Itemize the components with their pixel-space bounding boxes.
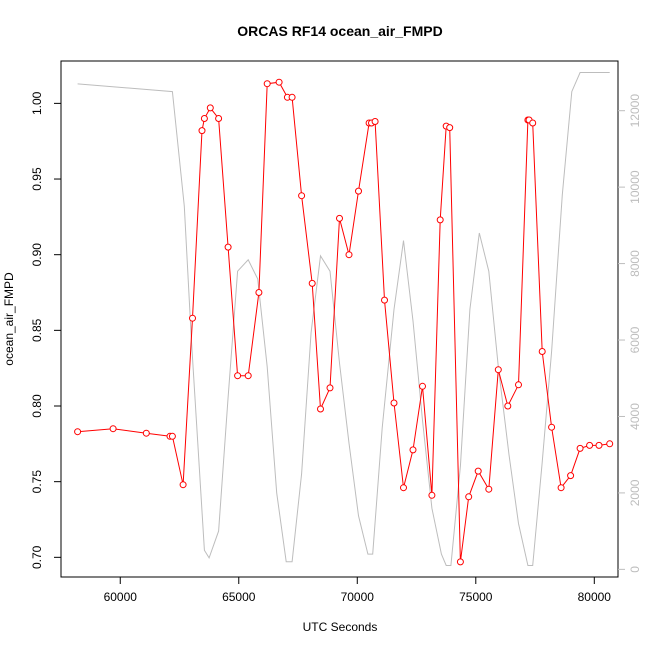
red-series-point bbox=[390, 399, 398, 407]
y-tick-label: 0.85 bbox=[30, 318, 44, 342]
y-tick-label: 0.95 bbox=[30, 167, 44, 191]
red-series-point bbox=[400, 484, 407, 492]
red-series-point bbox=[557, 484, 565, 492]
red-series-point bbox=[345, 251, 353, 259]
red-series-point bbox=[548, 423, 556, 431]
red-series-point bbox=[465, 493, 473, 501]
y2-tick-label: 8000 bbox=[628, 250, 642, 277]
gray-series-line bbox=[77, 72, 610, 566]
y-tick-label: 1.00 bbox=[30, 91, 44, 115]
red-series-point bbox=[371, 118, 379, 125]
y-axis: 0.70 0.75 0.80 0.85 0.90 0.95 1.00 bbox=[30, 91, 61, 569]
red-series-point bbox=[206, 104, 214, 112]
red-series-point bbox=[576, 444, 584, 452]
red-series-point bbox=[381, 296, 388, 304]
y-tick-label: 0.90 bbox=[30, 243, 44, 267]
x-tick-label: 70000 bbox=[341, 590, 375, 604]
red-series-point bbox=[288, 93, 296, 101]
red-series-point bbox=[234, 372, 242, 380]
x-axis-label: UTC Seconds bbox=[303, 620, 378, 634]
red-series-point bbox=[446, 124, 454, 132]
red-series-point bbox=[215, 115, 223, 122]
x-tick-label: 60000 bbox=[104, 590, 138, 604]
y2-axis: 0 2000 4000 6000 8000 10000 12000 bbox=[618, 94, 642, 573]
red-series-point bbox=[515, 381, 522, 389]
y2-tick-label: 6000 bbox=[628, 326, 642, 353]
red-series-point bbox=[179, 481, 187, 489]
plot-frame bbox=[60, 60, 619, 578]
x-tick-label: 65000 bbox=[222, 590, 256, 604]
red-series-point bbox=[255, 289, 263, 296]
red-series-point bbox=[317, 405, 324, 413]
red-series-point bbox=[485, 485, 493, 493]
red-series-point bbox=[168, 432, 176, 440]
x-tick-label: 80000 bbox=[578, 590, 612, 604]
red-series-point bbox=[419, 382, 426, 390]
chart-title: ORCAS RF14 ocean_air_FMPD bbox=[237, 23, 442, 39]
x-tick-label: 75000 bbox=[459, 590, 493, 604]
red-series-point bbox=[326, 384, 334, 392]
red-series-point bbox=[142, 429, 150, 437]
red-series-point bbox=[355, 187, 362, 195]
red-series-point bbox=[529, 119, 537, 127]
red-series-point bbox=[189, 314, 196, 322]
y-tick-label: 0.75 bbox=[30, 470, 44, 494]
red-series-point bbox=[606, 440, 614, 448]
red-series-point bbox=[436, 216, 444, 224]
red-series-point bbox=[74, 428, 82, 436]
y2-tick-label: 12000 bbox=[628, 94, 642, 128]
y2-tick-label: 4000 bbox=[628, 403, 642, 430]
red-series-point bbox=[474, 467, 482, 475]
red-series-point bbox=[409, 446, 417, 454]
red-series-point bbox=[595, 441, 603, 449]
red-series-point bbox=[538, 348, 546, 355]
red-series-point bbox=[586, 441, 594, 449]
red-series-point bbox=[109, 425, 117, 433]
y2-tick-label: 2000 bbox=[628, 479, 642, 506]
series-layer bbox=[74, 72, 614, 566]
x-axis: 60000 65000 70000 75000 80000 bbox=[104, 577, 612, 604]
red-series-point bbox=[244, 372, 252, 380]
red-series-point bbox=[494, 366, 502, 374]
red-series-point bbox=[275, 78, 283, 86]
red-series-point bbox=[428, 491, 436, 499]
red-series-point bbox=[567, 472, 575, 480]
y-tick-label: 0.80 bbox=[30, 394, 44, 418]
red-series-point bbox=[224, 243, 232, 251]
red-series-point bbox=[198, 127, 206, 135]
y2-tick-label: 0 bbox=[628, 566, 642, 573]
red-series-point bbox=[456, 558, 464, 566]
red-series-point bbox=[263, 80, 271, 88]
red-series-point bbox=[504, 402, 512, 410]
red-series-point bbox=[336, 214, 343, 222]
red-series-point bbox=[308, 279, 316, 287]
y-tick-label: 0.70 bbox=[30, 545, 44, 569]
red-series-point bbox=[298, 192, 306, 200]
y2-tick-label: 10000 bbox=[628, 170, 642, 204]
red-series-point bbox=[200, 115, 208, 122]
y-axis-label: ocean_air_FMPD bbox=[2, 272, 16, 366]
